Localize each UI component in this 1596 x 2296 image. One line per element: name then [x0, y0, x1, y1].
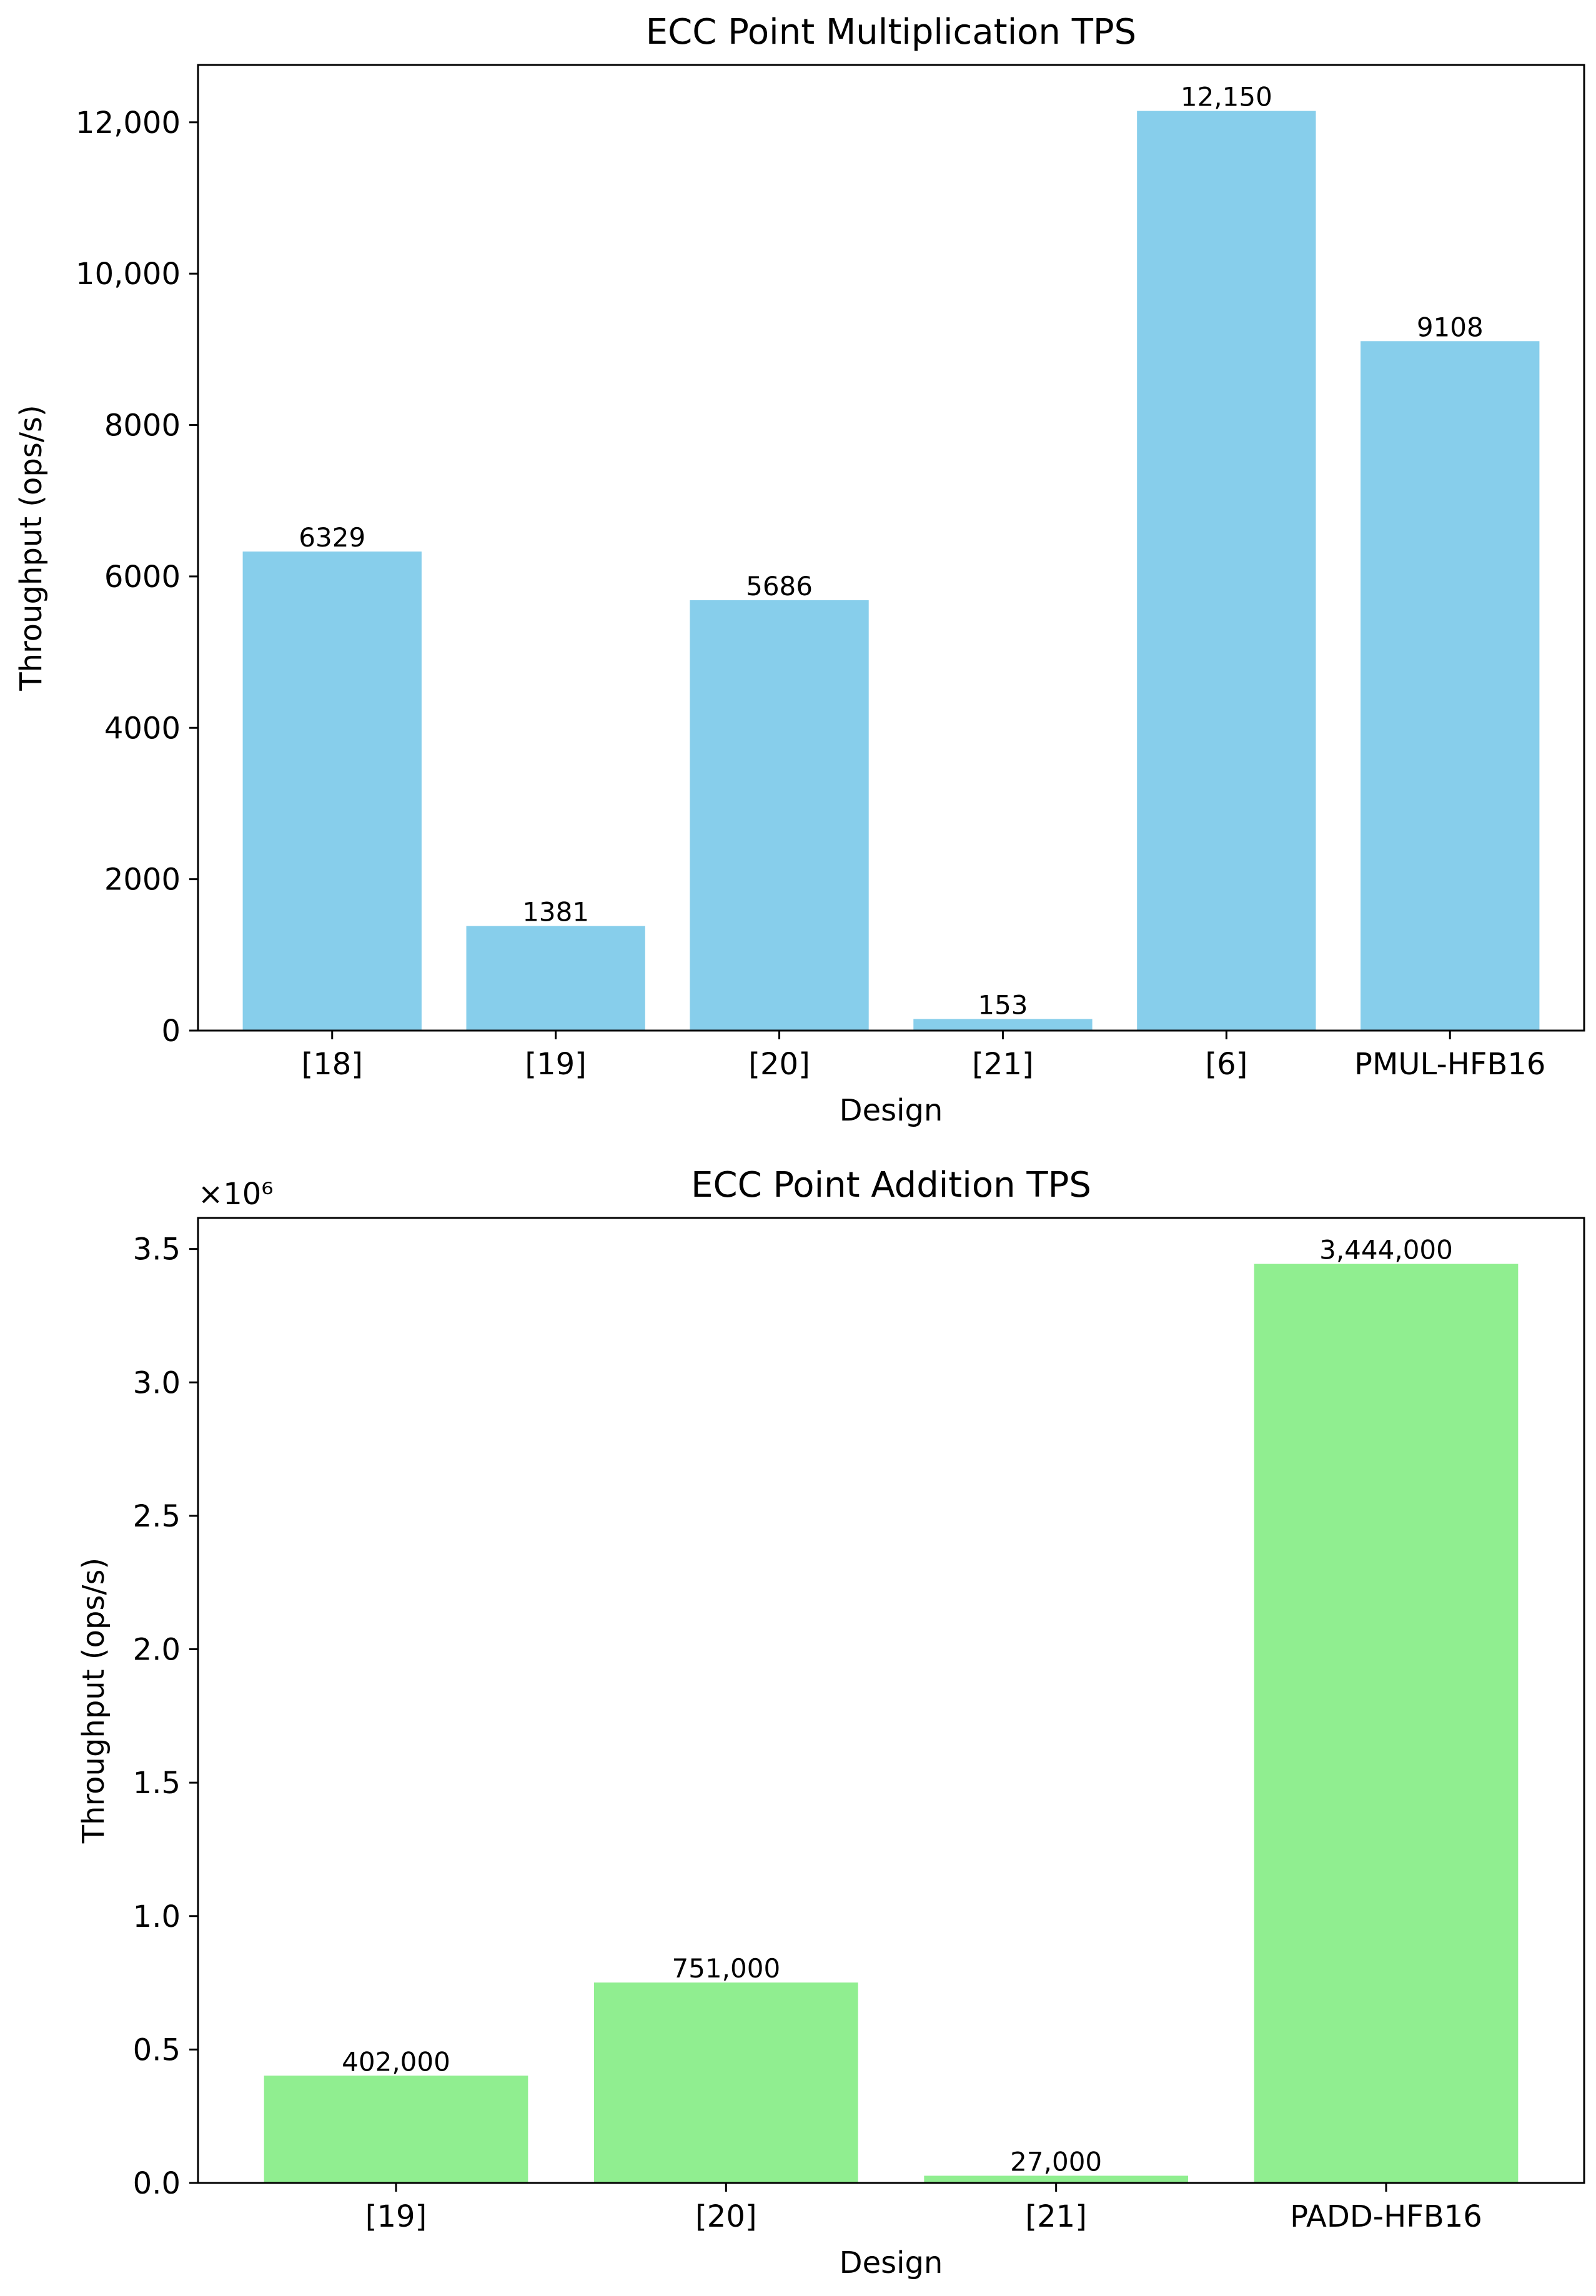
x-tick-label: [20] [695, 2199, 757, 2234]
bar-value-label: 751,000 [672, 1953, 780, 1984]
bar-6 [1137, 111, 1316, 1031]
bar-20 [690, 600, 869, 1031]
bar-19 [466, 926, 645, 1031]
x-tick-label: PADD-HFB16 [1290, 2199, 1482, 2234]
x-axis-label: Design [840, 1093, 943, 1128]
y-axis-label: Throughput (ops/s) [14, 405, 49, 691]
y-tick-label: 2000 [104, 863, 181, 898]
x-tick-label: PMUL-HFB16 [1354, 1047, 1545, 1082]
x-tick-label: [21] [972, 1047, 1034, 1082]
y-tick-label: 1.0 [133, 1899, 181, 1934]
y-tick-label: 2.0 [133, 1633, 181, 1668]
bar-19 [264, 2076, 528, 2183]
y-axis-label: Throughput (ops/s) [76, 1558, 111, 1844]
bar-pmulhfb16 [1361, 341, 1540, 1031]
chart-title: ECC Point Addition TPS [691, 1165, 1091, 1205]
bar-21 [913, 1019, 1093, 1031]
x-tick-label: [19] [525, 1047, 587, 1082]
bar-value-label: 9108 [1417, 312, 1484, 342]
bar-20 [594, 1982, 858, 2183]
x-tick-label: [19] [365, 2199, 427, 2234]
bar-21 [924, 2175, 1188, 2183]
y-tick-label: 2.5 [133, 1499, 181, 1534]
x-tick-label: [6] [1205, 1047, 1247, 1082]
y-tick-label: 6000 [104, 560, 181, 595]
bar-value-label: 27,000 [1010, 2146, 1102, 2177]
bar-value-label: 3,444,000 [1319, 1235, 1453, 1265]
bar-value-label: 402,000 [342, 2046, 450, 2077]
y-tick-label: 12,000 [76, 106, 181, 141]
bar-18 [242, 552, 422, 1031]
chart-panel-1: 6329 1381 5686 153 12,150 9108 [18] [19] [20] [21… [14, 12, 1585, 1128]
chart-panel-2: 402,000 751,000 27,000 3,444,000 [19] [20] [21… [76, 1165, 1585, 2280]
bar-value-label: 1381 [522, 897, 589, 928]
chart-title: ECC Point Multiplication TPS [646, 12, 1136, 52]
y-tick-label: 3.0 [133, 1365, 181, 1400]
plot-frame [197, 64, 1585, 1032]
x-axis-label: Design [840, 2245, 943, 2280]
y-tick-label: 10,000 [76, 257, 181, 292]
y-axis-offset-label: ×10⁶ [198, 1177, 274, 1212]
bar-paddhfb16 [1254, 1264, 1519, 2183]
y-tick-label: 0.0 [133, 2166, 181, 2201]
plot-frame [197, 1217, 1585, 2184]
x-tick-label: [18] [301, 1047, 363, 1082]
x-tick-label: [21] [1025, 2199, 1087, 2234]
bar-value-label: 153 [978, 989, 1028, 1020]
y-tick-label: 4000 [104, 711, 181, 746]
y-tick-label: 3.5 [133, 1232, 181, 1267]
bar-value-label: 12,150 [1181, 82, 1272, 112]
y-tick-label: 0.5 [133, 2032, 181, 2067]
bar-value-label: 6329 [299, 522, 365, 553]
y-tick-label: 1.5 [133, 1766, 181, 1801]
bar-value-label: 5686 [746, 571, 813, 601]
x-tick-label: [20] [748, 1047, 810, 1082]
y-tick-label: 0 [161, 1014, 181, 1049]
y-tick-label: 8000 [104, 408, 181, 443]
